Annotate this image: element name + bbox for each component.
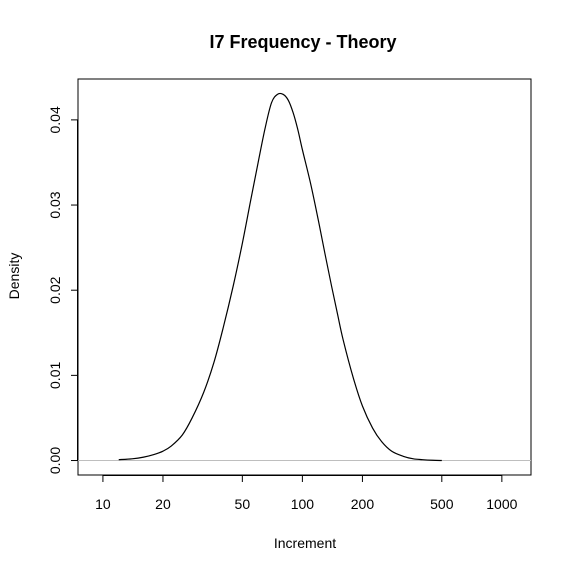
y-tick-label: 0.00 (47, 447, 63, 474)
x-tick-label: 200 (351, 496, 375, 512)
y-tick-label: 0.01 (47, 362, 63, 389)
plot-frame (77, 78, 532, 476)
x-tick-label: 100 (291, 496, 315, 512)
x-axis-label: Increment (274, 535, 336, 551)
y-axis-label: Density (6, 253, 22, 300)
x-axis: 10 20 50 100 200 500 1000 (95, 475, 518, 512)
chart-title: I7 Frequency - Theory (209, 32, 396, 52)
x-tick-label: 10 (95, 496, 111, 512)
x-tick-label: 50 (235, 496, 251, 512)
y-axis: 0.00 0.01 0.02 0.03 0.04 (47, 106, 78, 474)
x-tick-label: 500 (430, 496, 454, 512)
y-tick-label: 0.02 (47, 276, 63, 303)
x-tick-label: 20 (155, 496, 171, 512)
y-tick-label: 0.04 (47, 106, 63, 133)
density-curve (118, 92, 442, 462)
x-tick-label: 1000 (486, 496, 517, 512)
y-tick-label: 0.03 (47, 191, 63, 218)
